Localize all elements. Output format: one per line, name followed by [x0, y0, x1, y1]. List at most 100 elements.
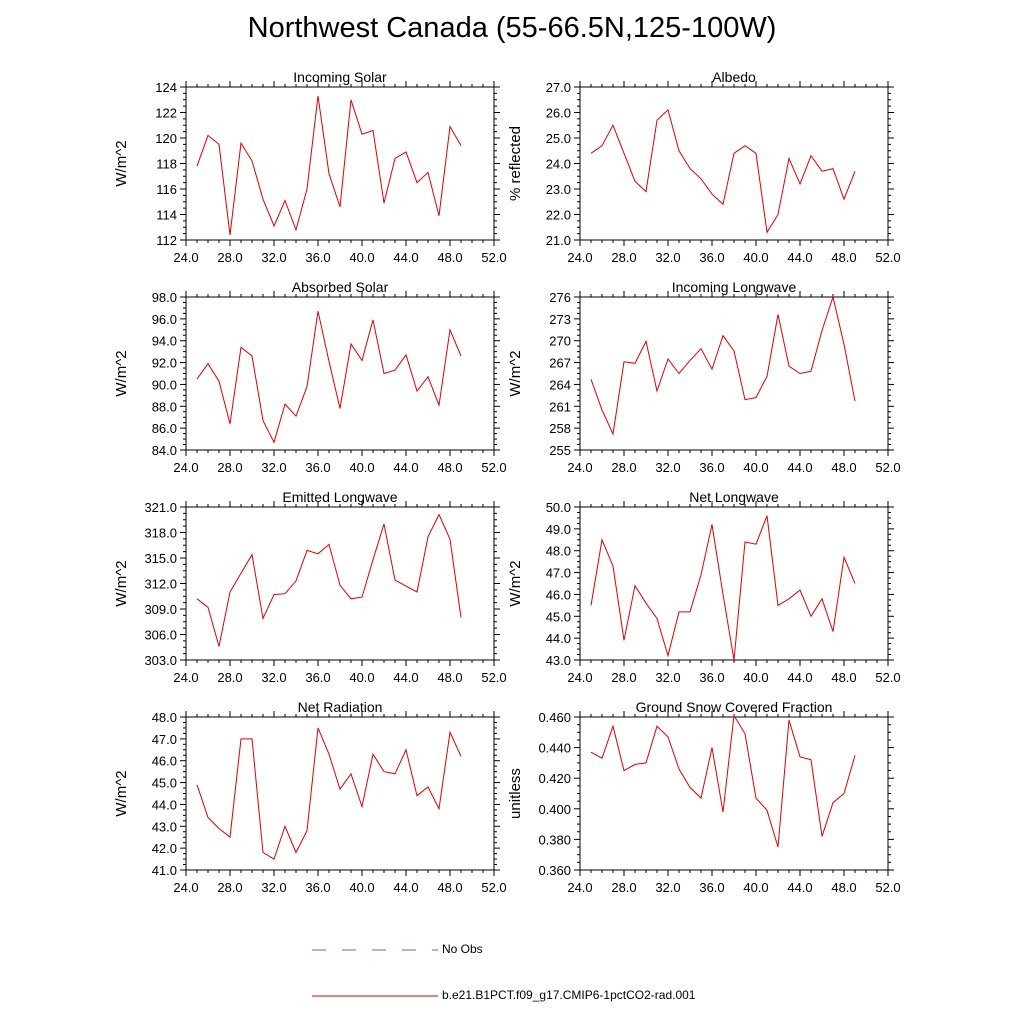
x-tick-label: 44.0: [787, 670, 812, 685]
y-tick-label: 0.380: [538, 832, 571, 847]
y-tick-label: 46.0: [546, 587, 571, 602]
y-axis-label: W/m^2: [507, 560, 524, 606]
y-tick-label: 318.0: [144, 526, 177, 541]
x-tick-label: 36.0: [699, 670, 724, 685]
plot-title: Incoming Longwave: [672, 279, 797, 295]
x-tick-label: 28.0: [611, 670, 636, 685]
y-tick-label: 267: [549, 356, 571, 371]
y-tick-label: 321.0: [144, 500, 177, 515]
y-axis-label: W/m^2: [113, 560, 130, 606]
y-tick-label: 42.0: [152, 841, 177, 856]
y-tick-label: 255: [549, 443, 571, 458]
y-tick-label: 303.0: [144, 653, 177, 668]
series-line: [590, 108, 856, 234]
legend-model-line: [312, 995, 438, 997]
y-tick-label: 84.0: [152, 443, 177, 458]
legend-obs-label: No Obs: [442, 942, 483, 956]
x-tick-label: 52.0: [481, 880, 506, 895]
x-tick-label: 40.0: [743, 670, 768, 685]
x-tick-label: 32.0: [655, 460, 680, 475]
y-tick-label: 25.0: [546, 131, 571, 146]
y-tick-label: 0.360: [538, 863, 571, 878]
y-tick-label: 114: [156, 208, 177, 223]
plot-title: Net Longwave: [689, 489, 779, 505]
page-title: Northwest Canada (55-66.5N,125-100W): [247, 12, 777, 44]
x-tick-label: 28.0: [217, 250, 242, 265]
x-tick-label: 36.0: [699, 460, 724, 475]
x-tick-label: 28.0: [611, 250, 636, 265]
x-tick-label: 28.0: [217, 670, 242, 685]
y-tick-label: 26.0: [546, 106, 571, 121]
y-tick-label: 116: [156, 182, 177, 197]
y-tick-label: 43.0: [152, 819, 177, 834]
x-tick-label: 40.0: [743, 880, 768, 895]
x-tick-label: 40.0: [349, 460, 374, 475]
plot-frame: [579, 506, 889, 661]
x-tick-label: 28.0: [611, 880, 636, 895]
x-tick-label: 44.0: [787, 460, 812, 475]
x-tick-label: 40.0: [349, 670, 374, 685]
y-tick-label: 270: [549, 334, 571, 349]
x-tick-label: 24.0: [567, 670, 592, 685]
plot-frame: [579, 86, 889, 241]
y-tick-label: 44.0: [152, 797, 177, 812]
x-tick-label: 48.0: [437, 250, 462, 265]
y-tick-label: 46.0: [152, 754, 177, 769]
x-tick-label: 36.0: [699, 250, 724, 265]
x-tick-label: 24.0: [567, 250, 592, 265]
x-tick-label: 28.0: [217, 880, 242, 895]
y-tick-label: 41.0: [152, 863, 177, 878]
x-tick-label: 44.0: [393, 460, 418, 475]
y-axis-label: W/m^2: [113, 350, 130, 396]
y-tick-label: 47.0: [152, 732, 177, 747]
y-tick-label: 21.0: [546, 233, 571, 248]
y-tick-label: 44.0: [546, 631, 571, 646]
x-tick-label: 44.0: [393, 880, 418, 895]
y-tick-label: 27.0: [546, 80, 571, 95]
x-tick-label: 36.0: [305, 670, 330, 685]
x-tick-label: 24.0: [173, 250, 198, 265]
y-tick-label: 112: [156, 233, 177, 248]
y-tick-label: 96.0: [152, 312, 177, 327]
x-tick-label: 52.0: [875, 670, 900, 685]
x-tick-label: 44.0: [787, 880, 812, 895]
series-line: [196, 727, 462, 860]
y-tick-label: 88.0: [152, 399, 177, 414]
x-tick-label: 28.0: [217, 460, 242, 475]
x-tick-label: 40.0: [743, 460, 768, 475]
y-tick-label: 86.0: [152, 421, 177, 436]
y-tick-label: 261: [549, 399, 571, 414]
x-tick-label: 44.0: [393, 250, 418, 265]
y-axis-label: unitless: [507, 768, 524, 819]
x-tick-label: 48.0: [831, 880, 856, 895]
y-tick-label: 309.0: [144, 602, 177, 617]
y-axis-label: W/m^2: [507, 350, 524, 396]
y-tick-label: 0.440: [538, 741, 571, 756]
series-line: [196, 95, 462, 235]
y-tick-label: 276: [549, 290, 571, 305]
series-line: [590, 295, 856, 436]
y-tick-label: 48.0: [546, 544, 571, 559]
x-tick-label: 52.0: [875, 250, 900, 265]
x-tick-label: 52.0: [481, 250, 506, 265]
x-tick-label: 36.0: [699, 880, 724, 895]
series-line: [196, 513, 462, 647]
y-tick-label: 315.0: [144, 551, 177, 566]
x-tick-label: 52.0: [875, 460, 900, 475]
y-tick-label: 45.0: [546, 609, 571, 624]
y-tick-label: 45.0: [152, 776, 177, 791]
x-tick-label: 32.0: [261, 670, 286, 685]
x-tick-label: 24.0: [173, 880, 198, 895]
plot-frame: [185, 716, 495, 871]
x-tick-label: 24.0: [567, 880, 592, 895]
y-tick-label: 49.0: [546, 522, 571, 537]
x-tick-label: 24.0: [173, 670, 198, 685]
x-tick-label: 52.0: [875, 880, 900, 895]
y-tick-label: 264: [549, 377, 571, 392]
y-tick-label: 92.0: [152, 356, 177, 371]
x-tick-label: 52.0: [481, 460, 506, 475]
x-tick-label: 48.0: [831, 460, 856, 475]
x-tick-label: 48.0: [831, 250, 856, 265]
y-tick-label: 90.0: [152, 377, 177, 392]
